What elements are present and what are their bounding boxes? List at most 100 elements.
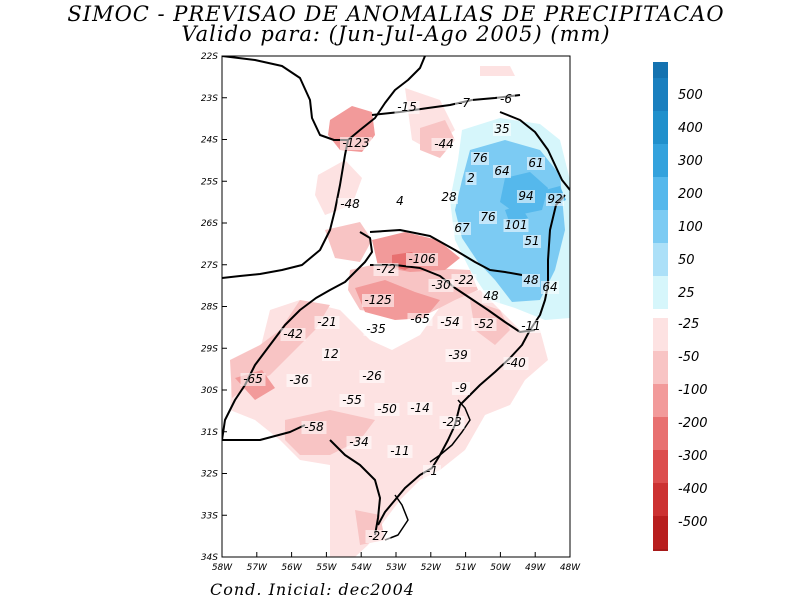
contour-label: -58 [304,420,324,434]
contour-label-backdrop [518,320,544,333]
colorbar-top-cap [653,62,668,78]
lon-tick-label: 52W [421,563,442,573]
contour-label: 2 [467,171,475,185]
contour-label: -14 [410,401,430,415]
contour-label: -21 [317,315,337,329]
contour-labels: -15 -7 -6 -123 -44 35 76 61 64 2 94 92 -48 4 28 76 101 67… [240,92,564,543]
contour-label: -42 [283,327,303,341]
colorbar: 500 400 300 200 100 50 25 -25 -50 -100 -200 -300 -40… [653,62,708,551]
contour-label-backdrop [479,211,497,224]
colorbar-tick-label: 50 [678,253,695,268]
colorbar-positive-segment [653,210,668,243]
lon-tick-label: 58W [212,563,233,573]
contour-label-backdrop [437,316,463,329]
contour-label-backdrop [301,421,327,434]
lat-tick-label: 31S [201,428,218,438]
contour-label-backdrop [431,138,457,151]
contour-label-backdrop [451,274,477,287]
colorbar-tick-label: 400 [678,121,703,136]
contour-label-backdrop [452,382,470,395]
contour-label: 12 [323,347,338,361]
contour-label-backdrop [337,198,363,211]
lon-tick-label: 57W [247,563,268,573]
contour-label-backdrop [439,416,465,429]
lon-tick-label: 53W [386,563,407,573]
contour-label-backdrop [346,436,372,449]
contour-label: -55 [342,393,362,407]
colorbar-tick-label: -400 [678,482,708,497]
colorbar-positive-segment [653,243,668,276]
contour-label: -30 [431,278,451,292]
lon-tick-label: 56W [281,563,302,573]
contour-label: -34 [349,435,369,449]
contour-label: -39 [448,348,468,362]
contour-label-backdrop [455,97,473,110]
colorbar-tick-label: 300 [678,154,703,169]
colorbar-positive-segment [653,144,668,177]
contour-label: 64 [494,164,509,178]
contour-label: -1 [426,464,438,478]
contour-label: -123 [342,136,369,150]
colorbar-positive-segment [653,276,668,309]
colorbar-positive-segment [653,177,668,210]
colorbar-tick-label: -100 [678,383,708,398]
contour-label-backdrop [493,165,511,178]
contour-label-backdrop [340,137,372,150]
colorbar-tick-label: 500 [678,88,703,103]
contour-label: -23 [442,415,462,429]
contour-label-backdrop [363,323,389,336]
contour-label-backdrop [453,222,471,235]
contour-label: 28 [441,190,457,204]
lat-tick-label: 22S [201,52,218,62]
contour-label: -125 [364,293,391,307]
axis-ticks: 22S23S24S25S26S27S28S29S30S31S32S33S34S5… [201,52,581,573]
lat-tick-label: 33S [201,511,218,521]
contour-label: -72 [376,262,396,276]
colorbar-negative-segment [653,516,668,549]
contour-label-backdrop [394,195,406,208]
contour-label-backdrop [465,172,477,185]
contour-label: 35 [494,122,509,136]
map-title-line1: SIMOC - PREVISAO DE ANOMALIAS DE PRECIPI… [67,2,725,26]
contour-label-backdrop [314,316,340,329]
contour-label-backdrop [517,190,535,203]
contour-label: -106 [408,252,436,266]
contour-label: -27 [368,529,388,543]
lat-tick-label: 32S [201,470,218,480]
lat-tick-label: 28S [201,303,218,313]
colorbar-tick-label: -50 [678,350,699,365]
lat-tick-label: 24S [201,136,218,146]
lat-tick-label: 29S [201,344,218,354]
lon-tick-label: 48W [560,563,581,573]
contour-label-backdrop [359,370,385,383]
contour-label: 51 [524,234,539,248]
contour-label: -48 [340,197,360,211]
contour-label-backdrop [503,357,529,370]
colorbar-bottom-cap [653,549,668,551]
contour-label-backdrop [440,191,458,204]
contour-label-backdrop [541,281,559,294]
colorbar-tick-label: -300 [678,449,708,464]
colorbar-negative-segment [653,483,668,516]
contour-label-backdrop [445,349,471,362]
lat-tick-label: 27S [201,261,218,271]
contour-label-backdrop [503,219,529,232]
contour-label: -15 [397,100,417,114]
contour-label: -26 [362,369,382,383]
lon-tick-label: 54W [351,563,372,573]
contour-label-backdrop [373,263,399,276]
contour-label-backdrop [240,373,266,386]
colorbar-tick-label: 25 [678,286,695,301]
contour-label-backdrop [407,402,433,415]
contour-label-backdrop [322,348,340,361]
contour-label-backdrop [482,290,500,303]
initial-condition-caption: Cond. Inicial: dec2004 [210,580,415,599]
contour-label: -40 [506,356,526,370]
lon-tick-label: 49W [525,563,546,573]
colorbar-negative-segment [653,417,668,450]
contour-label-backdrop [523,235,541,248]
contour-label-backdrop [365,530,391,543]
contour-label-backdrop [493,123,511,136]
contour-label: -7 [458,96,470,110]
contour-label: -11 [521,319,541,333]
